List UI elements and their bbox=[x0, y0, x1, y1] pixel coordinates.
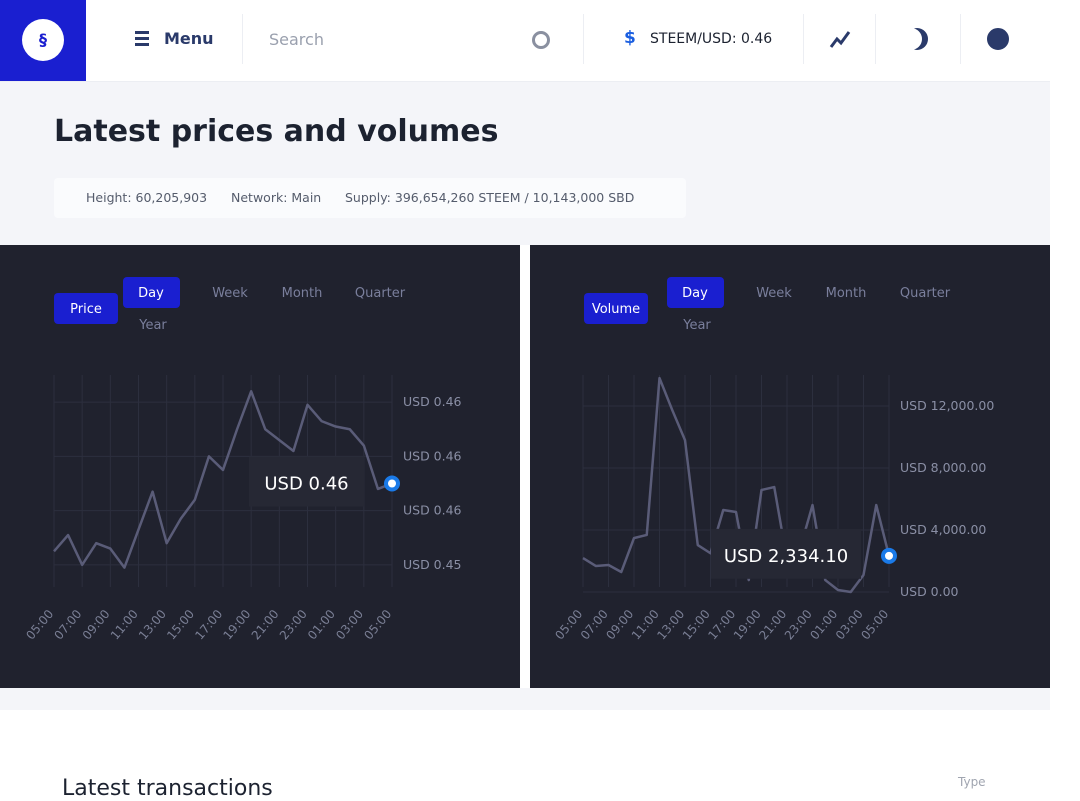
y-tick-label: USD 8,000.00 bbox=[900, 460, 986, 475]
type-label: Type bbox=[958, 775, 986, 789]
chart-icon[interactable] bbox=[829, 29, 851, 49]
header: § Menu Search $ STEEM/USD: 0.46 bbox=[0, 0, 1050, 82]
chart-button-label[interactable]: Price bbox=[70, 302, 102, 317]
y-tick-label: USD 0.46 bbox=[403, 448, 462, 463]
x-tick-label: 05:00 bbox=[858, 607, 891, 642]
page-title: Latest prices and volumes bbox=[54, 114, 499, 149]
y-tick-label: USD 0.00 bbox=[900, 584, 959, 599]
x-tick-label: 23:00 bbox=[782, 607, 815, 642]
x-tick-label: 13:00 bbox=[654, 607, 687, 642]
stat: Supply: 396,654,260 STEEM / 10,143,000 S… bbox=[345, 190, 635, 205]
tab[interactable]: Quarter bbox=[900, 286, 951, 301]
logo[interactable]: § bbox=[0, 0, 86, 81]
x-tick-label: 15:00 bbox=[680, 607, 713, 642]
search[interactable]: Search bbox=[269, 30, 324, 49]
x-tick-label: 11:00 bbox=[108, 607, 141, 642]
tooltip-box bbox=[249, 456, 364, 507]
tab[interactable]: Year bbox=[682, 318, 711, 333]
chart-button[interactable] bbox=[584, 293, 648, 324]
language-icon[interactable] bbox=[987, 28, 1009, 50]
line bbox=[53, 390, 393, 569]
x-tick-label: 21:00 bbox=[249, 607, 282, 642]
x-tick-label: 03:00 bbox=[333, 607, 366, 642]
tab-active[interactable] bbox=[667, 277, 724, 308]
y-tick-label: USD 0.46 bbox=[403, 503, 462, 518]
stat: Network: Main bbox=[231, 190, 322, 205]
tab[interactable]: Week bbox=[212, 286, 248, 301]
y-tick-label: USD 12,000.00 bbox=[900, 398, 994, 413]
y-tick-label: USD 4,000.00 bbox=[900, 522, 986, 537]
x-tick-label: 01:00 bbox=[807, 607, 840, 642]
x-tick-label: 17:00 bbox=[705, 607, 738, 642]
line bbox=[582, 376, 891, 594]
dollar-icon: $ bbox=[624, 28, 636, 48]
x-tick-label: 01:00 bbox=[305, 607, 338, 642]
tooltip: USD 2,334.10 bbox=[724, 546, 848, 567]
x-tick-label: 07:00 bbox=[578, 607, 611, 642]
x-tick-label: 09:00 bbox=[603, 607, 636, 642]
tab[interactable]: Month bbox=[282, 286, 323, 301]
tooltip-box bbox=[711, 528, 861, 579]
x-tick-label: 19:00 bbox=[731, 607, 764, 642]
stat: Height: 60,205,903 bbox=[86, 190, 208, 205]
menu[interactable]: Menu bbox=[164, 29, 214, 48]
x-tick-label: 11:00 bbox=[629, 607, 662, 642]
x-tick-label: 05:00 bbox=[552, 607, 585, 642]
intro: Latest prices and volumes Height: 60,205… bbox=[0, 82, 1050, 245]
y-tick-label: USD 0.45 bbox=[403, 557, 462, 572]
x-tick-label: 07:00 bbox=[52, 607, 85, 642]
x-tick-label: 23:00 bbox=[277, 607, 310, 642]
x-tick-label: 21:00 bbox=[756, 607, 789, 642]
chart-panel: Price Day Week Month Quarter Year 05:00 07:00 09… bbox=[0, 245, 520, 688]
tab[interactable]: Week bbox=[756, 286, 792, 301]
x-tick-label: 13:00 bbox=[136, 607, 169, 642]
ticker: STEEM/USD: 0.46 bbox=[650, 31, 773, 47]
menu-icon bbox=[135, 31, 149, 34]
y-tick-label: USD 0.46 bbox=[403, 394, 462, 409]
section-title: Latest transactions bbox=[62, 776, 273, 801]
x-tick-label: 15:00 bbox=[164, 607, 197, 642]
tooltip: USD 0.46 bbox=[264, 474, 348, 495]
chart-button[interactable] bbox=[54, 293, 118, 324]
end-point-center bbox=[388, 479, 396, 488]
x-tick-label: 19:00 bbox=[221, 607, 254, 642]
chart-panel: Volume Day Week Month Quarter Year 05:00 07:00 0… bbox=[530, 245, 1050, 688]
spacer bbox=[0, 688, 1050, 710]
end-point-center bbox=[885, 551, 893, 560]
theme-icon[interactable] bbox=[906, 28, 928, 50]
tab-active[interactable] bbox=[123, 277, 180, 308]
x-tick-label: 03:00 bbox=[833, 607, 866, 642]
stats-bar: Height: 60,205,903 Network: Main Supply:… bbox=[54, 178, 686, 218]
x-tick-label: 05:00 bbox=[361, 607, 394, 642]
x-tick-label: 05:00 bbox=[23, 607, 56, 642]
tab[interactable]: Month bbox=[826, 286, 867, 301]
tab[interactable]: Year bbox=[138, 318, 167, 333]
tab[interactable]: Quarter bbox=[355, 286, 406, 301]
chart-button-label[interactable]: Volume bbox=[592, 302, 640, 317]
tab[interactable]: Day bbox=[682, 286, 708, 301]
x-tick-label: 09:00 bbox=[80, 607, 113, 642]
tab[interactable]: Day bbox=[138, 286, 164, 301]
x-tick-label: 17:00 bbox=[192, 607, 225, 642]
search-icon[interactable] bbox=[532, 31, 550, 49]
